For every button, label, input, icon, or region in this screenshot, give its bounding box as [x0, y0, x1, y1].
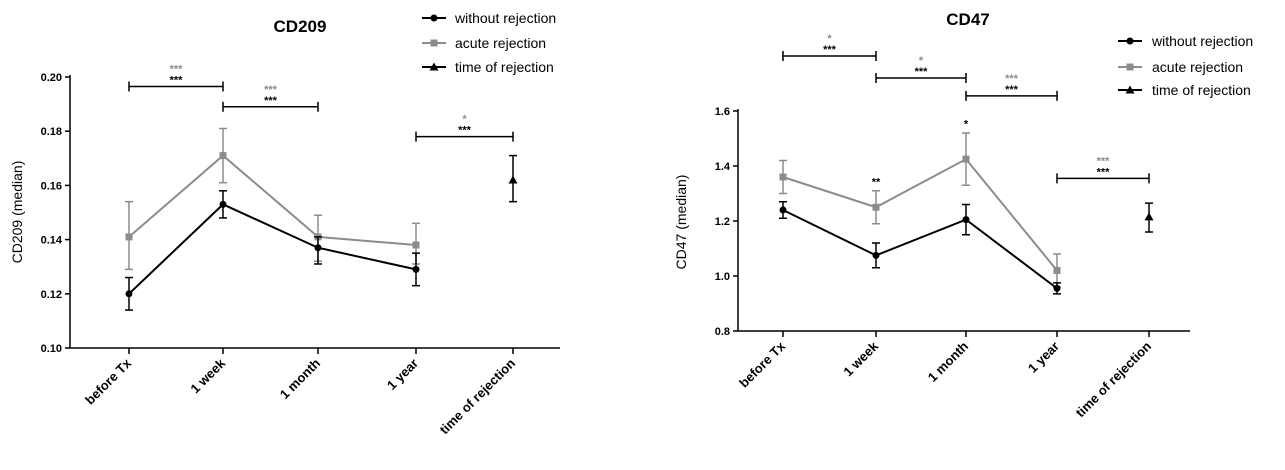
data-point: [872, 251, 880, 259]
significance-label: ***: [823, 44, 837, 56]
x-tick-label: before Tx: [736, 338, 789, 391]
legend-marker-triangle: [1125, 85, 1135, 94]
data-point: [962, 155, 970, 163]
y-tick-label: 1.4: [715, 161, 731, 173]
significance-label: ***: [1005, 73, 1019, 85]
legend-label-acute-rejection: acute rejection: [1152, 59, 1243, 75]
series-line: [782, 209, 1058, 290]
data-point: [1053, 267, 1061, 274]
y-tick-label: 0.8: [715, 326, 730, 338]
y-axis-label: CD209 (median): [9, 161, 25, 264]
legend-label-acute-rejection: acute rejection: [455, 35, 546, 51]
significance-label: **: [872, 176, 881, 188]
data-point: [1053, 284, 1061, 292]
legend-marker-triangle: [429, 62, 439, 71]
series-line: [128, 154, 417, 247]
x-tick-label: 1 year: [384, 356, 421, 393]
y-tick-label: 1.2: [715, 216, 730, 228]
significance-label: ***: [170, 63, 184, 75]
data-point: [962, 216, 970, 224]
significance-label: *: [964, 119, 969, 131]
y-tick-label: 0.18: [41, 126, 62, 138]
chart-title: CD47: [946, 10, 989, 29]
significance-label: ***: [264, 84, 278, 96]
legend-label-time-of-rejection: time of rejection: [1152, 82, 1251, 98]
y-axis-label: CD47 (median): [673, 175, 689, 270]
data-point: [125, 233, 133, 241]
y-tick-label: 0.14: [41, 235, 63, 247]
x-tick-label: before Tx: [82, 355, 135, 408]
significance-label: ***: [1097, 155, 1111, 167]
significance-label: ***: [170, 74, 184, 86]
x-tick-label: 1 week: [187, 355, 228, 396]
data-point: [1144, 212, 1154, 221]
data-point: [412, 241, 420, 249]
legend-label-without-rejection: without rejection: [1151, 33, 1253, 49]
legend-marker-square: [1126, 63, 1134, 71]
data-point: [508, 175, 518, 184]
x-tick-label: 1 month: [925, 338, 971, 384]
legend-marker-square: [430, 39, 438, 47]
data-point: [314, 244, 322, 252]
significance-label: ***: [1097, 166, 1111, 178]
chart-cd47: CD47 CD47 (median) 0.8 1.0 1.2 1.4 1.6 before…: [673, 10, 1253, 420]
data-point: [779, 173, 787, 181]
significance-label: ***: [1005, 84, 1019, 96]
legend-label-without-rejection: without rejection: [454, 10, 556, 26]
y-tick-label: 0.12: [41, 289, 62, 301]
legend-marker-circle: [1126, 37, 1134, 45]
y-tick-label: 1.0: [715, 271, 730, 283]
data-point: [219, 200, 227, 208]
significance-label: *: [827, 33, 832, 45]
data-point: [219, 152, 227, 160]
significance-label: ***: [915, 66, 929, 78]
data-point: [412, 265, 420, 273]
legend: without rejection acute rejection time o…: [422, 10, 556, 75]
y-tick-label: 0.20: [41, 72, 62, 84]
chart-title: CD209: [274, 17, 327, 36]
plot-area: 0.8 1.0 1.2 1.4 1.6 before Tx 1 week 1 month 1 y…: [715, 33, 1190, 420]
significance-label: *: [462, 114, 467, 126]
significance-label: ***: [458, 125, 472, 137]
data-point: [872, 203, 880, 211]
legend-marker-circle: [430, 14, 438, 22]
chart-cd209: CD209 CD209 (median) 0.100.120.140.160.1…: [9, 10, 560, 437]
data-point: [779, 206, 787, 214]
significance-label: *: [919, 55, 924, 67]
series-line: [128, 203, 417, 295]
y-tick-label: 0.16: [41, 180, 62, 192]
x-tick-label: 1 week: [840, 338, 881, 379]
y-tick-label: 1.6: [715, 106, 730, 118]
data-point: [125, 290, 133, 298]
legend-label-time-of-rejection: time of rejection: [455, 59, 554, 75]
series-line: [782, 157, 1058, 272]
plot-area: 0.10 0.12 0.14 0.16 0.18 0.20 before Tx 1 week 1…: [41, 63, 560, 437]
x-tick-label: 1 year: [1025, 339, 1062, 376]
x-tick-label: time of rejection: [437, 355, 519, 437]
y-tick-label: 0.10: [41, 343, 62, 355]
legend: without rejection acute rejection time o…: [1118, 33, 1253, 98]
x-tick-label: time of rejection: [1073, 338, 1155, 420]
significance-label: ***: [264, 95, 278, 107]
x-tick-label: 1 month: [277, 355, 323, 401]
